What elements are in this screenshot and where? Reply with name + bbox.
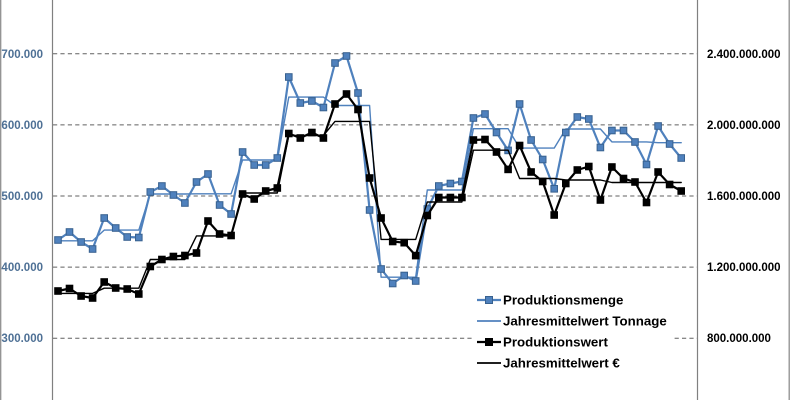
svg-text:1.600.000.000: 1.600.000.000 xyxy=(707,191,781,203)
svg-text:Jahresmittelwert €: Jahresmittelwert € xyxy=(503,356,620,371)
svg-text:Produktionsmenge: Produktionsmenge xyxy=(503,293,623,308)
svg-text:500.000: 500.000 xyxy=(1,191,43,203)
svg-text:2.000.000.000: 2.000.000.000 xyxy=(707,120,781,132)
svg-text:1.200.000.000: 1.200.000.000 xyxy=(707,262,781,274)
svg-text:Produktionswert: Produktionswert xyxy=(503,335,608,350)
svg-text:800.000.000: 800.000.000 xyxy=(707,333,771,345)
svg-text:400.000: 400.000 xyxy=(1,262,43,274)
svg-text:300.000: 300.000 xyxy=(1,333,43,345)
svg-text:Jahresmittelwert Tonnage: Jahresmittelwert Tonnage xyxy=(503,314,667,329)
svg-text:600.000: 600.000 xyxy=(1,120,43,132)
svg-text:2.400.000.000: 2.400.000.000 xyxy=(707,49,781,61)
svg-text:700.000: 700.000 xyxy=(1,49,43,61)
